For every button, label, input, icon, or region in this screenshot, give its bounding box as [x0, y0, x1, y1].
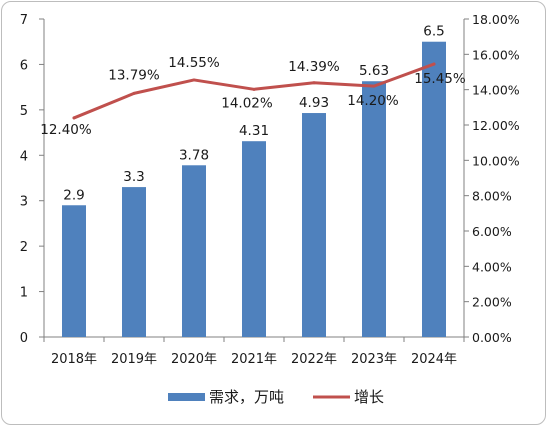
y-tick-label-right: 6.00%	[472, 224, 512, 239]
line-point	[312, 81, 316, 85]
line-point	[192, 78, 196, 82]
bar-value-label: 6.5	[423, 24, 444, 40]
bar	[302, 113, 326, 337]
x-tick-label: 2021年	[231, 352, 277, 367]
line-point	[72, 116, 76, 120]
bar-value-label: 4.93	[299, 95, 329, 111]
line-value-label: 14.55%	[168, 55, 220, 71]
y-tick-label-right: 4.00%	[472, 259, 512, 274]
data-labels: 2.9 3.3 3.78 4.31 4.93 5.63 6.5 12.40% 13.79% 14.…	[40, 24, 466, 204]
legend-label-line: 增长	[354, 388, 384, 406]
y-tick-label-left: 0	[20, 331, 28, 346]
line-value-label: 13.79%	[108, 67, 160, 83]
bar-value-label: 4.31	[239, 123, 269, 139]
x-tick-label: 2018年	[51, 352, 97, 367]
bar	[422, 41, 446, 337]
bar-value-label: 3.3	[123, 169, 144, 185]
y-tick-label-left: 2	[20, 240, 28, 255]
bar-series	[62, 41, 446, 337]
x-tick-label: 2019年	[111, 352, 157, 367]
line-value-label: 14.02%	[221, 95, 273, 111]
line-series	[72, 62, 436, 120]
y-tick-label-right: 14.00%	[472, 83, 520, 98]
y-tick-label-left: 6	[20, 58, 28, 73]
x-tick-label: 2020年	[171, 352, 217, 367]
line-value-label: 12.40%	[40, 122, 92, 138]
line-point	[132, 91, 136, 95]
legend-swatch-bar	[168, 393, 205, 401]
bar	[182, 165, 206, 337]
line-point	[432, 62, 436, 66]
y-tick-label-right: 0.00%	[472, 330, 512, 345]
legend-label-bar: 需求，万吨	[209, 388, 284, 406]
y-tick-label-right: 12.00%	[472, 118, 520, 133]
bar-value-label: 3.78	[179, 147, 209, 163]
legend: 需求，万吨 增长	[168, 388, 384, 406]
bar	[242, 141, 266, 337]
axes: 0 1 2 3 4 5 6 7 0.00% 2.00% 4.00% 6.00% 8.00% 10.00% 1…	[20, 12, 520, 367]
bar	[62, 205, 86, 337]
y-tick-label-left: 1	[20, 286, 28, 301]
y-tick-label-left: 3	[20, 195, 28, 210]
bar-value-label: 5.63	[359, 63, 389, 79]
line-value-label: 15.45%	[414, 71, 466, 87]
x-tick-label: 2023年	[351, 352, 397, 367]
bar	[122, 187, 146, 337]
x-tick-label: 2022年	[291, 352, 337, 367]
line-point	[252, 87, 256, 91]
y-tick-label-right: 18.00%	[472, 12, 520, 27]
x-tick-label: 2024年	[411, 352, 457, 367]
y-tick-label-left: 7	[20, 13, 28, 28]
line-point	[372, 84, 376, 88]
bar-value-label: 2.9	[63, 187, 84, 203]
line-value-label: 14.39%	[288, 59, 340, 75]
line-value-label: 14.20%	[347, 93, 399, 109]
y-tick-label-left: 4	[20, 149, 28, 164]
y-tick-label-left: 5	[20, 104, 28, 119]
y-tick-label-right: 10.00%	[472, 153, 520, 168]
y-tick-label-right: 2.00%	[472, 295, 512, 310]
y-tick-label-right: 8.00%	[472, 189, 512, 204]
bar	[362, 81, 386, 337]
y-tick-label-right: 16.00%	[472, 47, 520, 62]
